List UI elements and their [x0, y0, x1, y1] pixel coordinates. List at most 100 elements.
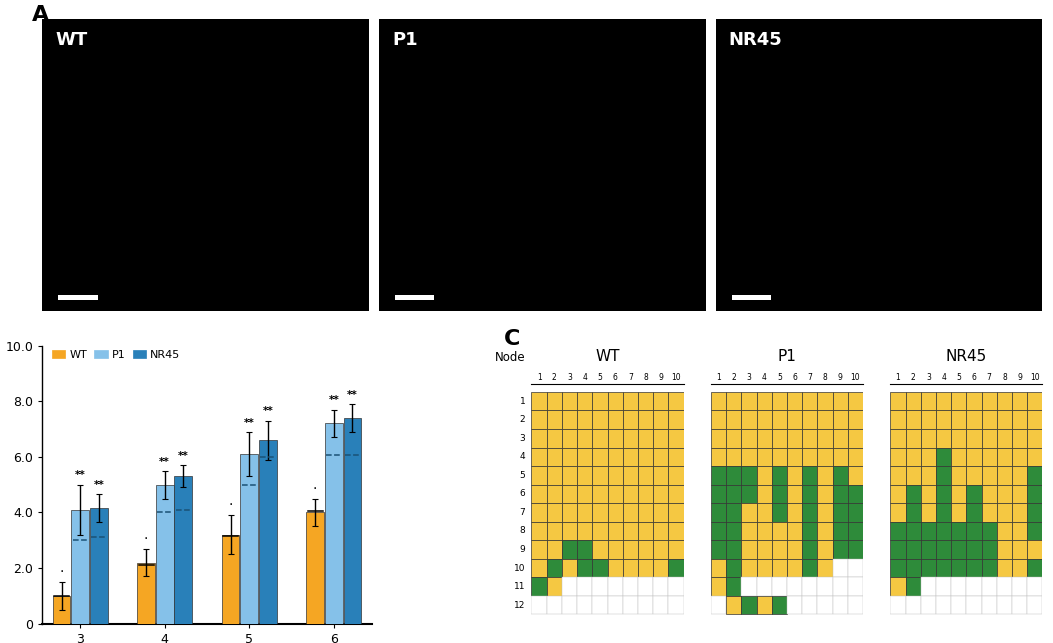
Bar [727, 577, 741, 596]
Bar [727, 521, 741, 540]
Bar [772, 521, 787, 540]
Bar [547, 577, 562, 596]
Bar [622, 521, 638, 540]
Bar [756, 429, 772, 448]
Bar [669, 559, 683, 577]
Bar [532, 448, 547, 466]
Bar [741, 559, 756, 577]
Bar [756, 410, 772, 429]
Bar [622, 540, 638, 559]
Bar [997, 596, 1012, 615]
Bar [906, 448, 920, 466]
Bar [669, 596, 683, 615]
Bar [936, 448, 951, 466]
Bar [669, 521, 683, 540]
Bar [1012, 429, 1028, 448]
Bar [593, 485, 608, 503]
Bar [653, 521, 669, 540]
Bar [653, 429, 669, 448]
Text: Node: Node [495, 351, 525, 364]
Bar [936, 466, 951, 485]
Bar [802, 596, 817, 615]
Bar [848, 466, 863, 485]
Bar [891, 410, 906, 429]
Bar [577, 466, 593, 485]
Text: 1: 1 [520, 397, 525, 406]
Bar [562, 577, 577, 596]
Text: 9: 9 [520, 545, 525, 554]
Bar [532, 540, 547, 559]
Text: NR45: NR45 [946, 349, 987, 364]
Bar [1012, 503, 1028, 521]
Bar [622, 503, 638, 521]
Bar [90, 508, 107, 624]
Bar [997, 429, 1012, 448]
Legend: WT, P1, NR45: WT, P1, NR45 [47, 345, 185, 365]
Bar [711, 392, 727, 410]
Bar [981, 559, 997, 577]
Bar [787, 466, 802, 485]
Bar [727, 485, 741, 503]
Bar [577, 596, 593, 615]
Bar [532, 466, 547, 485]
Bar [967, 577, 981, 596]
Text: 10: 10 [671, 373, 681, 382]
Bar [669, 485, 683, 503]
Bar [967, 410, 981, 429]
Bar [967, 485, 981, 503]
Bar [532, 596, 547, 615]
Bar [787, 485, 802, 503]
Bar [547, 429, 562, 448]
Bar [833, 448, 848, 466]
Bar [756, 485, 772, 503]
Bar [772, 503, 787, 521]
Bar [306, 512, 324, 624]
Bar [772, 429, 787, 448]
Bar [669, 392, 683, 410]
Bar [981, 540, 997, 559]
Bar [997, 577, 1012, 596]
Bar [1012, 410, 1028, 429]
Bar [547, 540, 562, 559]
Bar [593, 410, 608, 429]
Text: 7: 7 [628, 373, 633, 382]
Bar [532, 577, 547, 596]
Bar [741, 410, 756, 429]
Text: 7: 7 [808, 373, 812, 382]
Text: P1: P1 [777, 349, 796, 364]
Bar [920, 503, 936, 521]
Bar [920, 429, 936, 448]
Bar [622, 596, 638, 615]
Bar [593, 503, 608, 521]
Bar [577, 448, 593, 466]
Bar [711, 485, 727, 503]
Bar [920, 485, 936, 503]
Bar [1012, 466, 1028, 485]
Text: 3: 3 [926, 373, 931, 382]
Bar [59, 295, 98, 300]
Bar [891, 577, 906, 596]
Bar [240, 454, 258, 624]
Bar [997, 503, 1012, 521]
Bar [622, 429, 638, 448]
Bar [532, 485, 547, 503]
Bar [653, 559, 669, 577]
Bar [997, 540, 1012, 559]
Text: 3: 3 [568, 373, 572, 382]
Text: 3: 3 [520, 434, 525, 443]
Bar [787, 429, 802, 448]
Bar [848, 429, 863, 448]
Text: ·: · [313, 482, 317, 496]
Text: WT: WT [595, 349, 620, 364]
Bar [532, 410, 547, 429]
Bar [562, 503, 577, 521]
Bar [951, 485, 967, 503]
Bar [981, 410, 997, 429]
Text: 8: 8 [822, 373, 828, 382]
Bar [669, 410, 683, 429]
Text: **: ** [159, 457, 171, 467]
Bar [727, 429, 741, 448]
Bar [920, 596, 936, 615]
Bar [802, 521, 817, 540]
Bar [936, 521, 951, 540]
